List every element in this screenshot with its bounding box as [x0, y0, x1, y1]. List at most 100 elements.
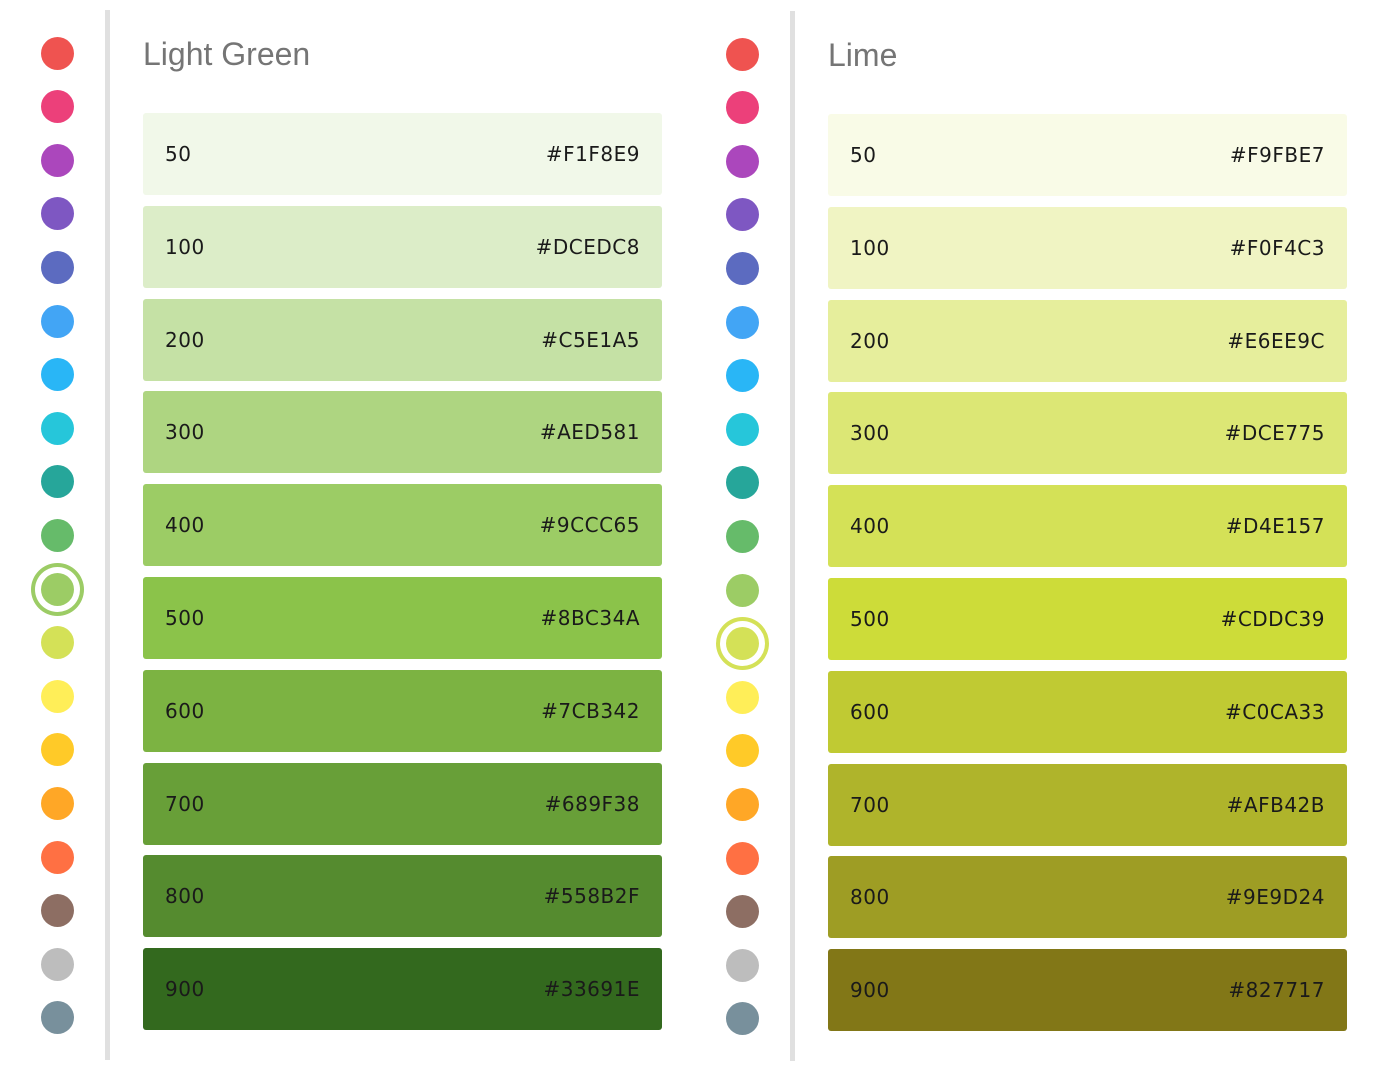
- color-dot[interactable]: [725, 841, 759, 875]
- color-dot[interactable]: [40, 626, 74, 660]
- color-dot[interactable]: [40, 518, 74, 552]
- hex-value: #D4E157: [1225, 514, 1325, 539]
- shade-label: 700: [850, 792, 890, 817]
- color-dot[interactable]: [40, 786, 74, 820]
- hex-value: #C0CA33: [1224, 699, 1325, 724]
- color-dot[interactable]: [725, 519, 759, 553]
- color-swatch[interactable]: 900 #33691E: [143, 948, 662, 1031]
- hex-value: #689F38: [544, 791, 640, 816]
- light-green-panel: Light Green 50 #F1F8E9 100 #DCEDC8 200 #C5E1A…: [0, 0, 690, 1070]
- hex-value: #7CB342: [541, 698, 640, 723]
- hex-value: #AFB42B: [1226, 792, 1325, 817]
- shade-label: 800: [850, 885, 890, 910]
- color-dot[interactable]: [40, 679, 74, 713]
- color-dot[interactable]: [725, 895, 759, 929]
- hex-value: #9CCC65: [539, 513, 640, 538]
- divider: [790, 11, 795, 1061]
- color-dot[interactable]: [40, 894, 74, 928]
- hex-value: #E6EE9C: [1227, 328, 1325, 353]
- shade-label: 800: [165, 884, 205, 909]
- shade-label: 400: [850, 514, 890, 539]
- shade-label: 300: [165, 420, 205, 445]
- color-dot[interactable]: [40, 411, 74, 445]
- hex-value: #DCEDC8: [535, 234, 640, 259]
- shade-label: 900: [850, 978, 890, 1003]
- hex-value: #9E9D24: [1225, 885, 1325, 910]
- hex-value: #CDDC39: [1220, 607, 1325, 631]
- shade-label: 200: [165, 327, 205, 352]
- color-dot[interactable]: [725, 198, 759, 232]
- color-dot[interactable]: [725, 573, 759, 607]
- color-swatch[interactable]: 700 #AFB42B: [828, 763, 1347, 846]
- color-dot[interactable]: [725, 1002, 759, 1036]
- color-swatch[interactable]: 100 #DCEDC8: [143, 205, 662, 288]
- color-dot[interactable]: [40, 1001, 74, 1035]
- color-dot[interactable]: [725, 466, 759, 500]
- shade-label: 900: [165, 977, 205, 1002]
- color-dot[interactable]: [40, 36, 74, 70]
- palette-title: Light Green: [143, 36, 311, 72]
- color-dot[interactable]: [725, 37, 759, 71]
- hex-value: #558B2F: [543, 884, 640, 909]
- color-swatch[interactable]: 600 #7CB342: [143, 669, 662, 752]
- color-dot[interactable]: [725, 251, 759, 285]
- color-dot[interactable]: [725, 680, 759, 714]
- color-dot[interactable]: [40, 840, 74, 874]
- color-dot[interactable]: [725, 305, 759, 339]
- color-picker-dots: [0, 0, 110, 1070]
- color-swatch[interactable]: 400 #D4E157: [828, 485, 1347, 568]
- color-swatch[interactable]: 300 #DCE775: [828, 392, 1347, 475]
- color-swatch[interactable]: 500 #8BC34A: [143, 577, 662, 659]
- color-swatch[interactable]: 600 #C0CA33: [828, 670, 1347, 753]
- color-dot[interactable]: [40, 572, 74, 606]
- shade-label: 100: [850, 235, 890, 260]
- color-dot[interactable]: [725, 734, 759, 768]
- shade-label: 500: [165, 606, 205, 630]
- color-swatch[interactable]: 500 #CDDC39: [828, 578, 1347, 660]
- color-dot[interactable]: [725, 144, 759, 178]
- shade-label: 600: [165, 698, 205, 723]
- shade-label: 600: [850, 699, 890, 724]
- color-dot[interactable]: [40, 250, 74, 284]
- shade-label: 50: [165, 142, 192, 166]
- color-swatch[interactable]: 200 #E6EE9C: [828, 299, 1347, 382]
- color-swatch[interactable]: 800 #558B2F: [143, 855, 662, 938]
- color-swatch[interactable]: 50 #F1F8E9: [143, 113, 662, 195]
- color-dot[interactable]: [725, 91, 759, 125]
- color-dot[interactable]: [40, 358, 74, 392]
- color-dot[interactable]: [40, 465, 74, 499]
- color-swatch[interactable]: 800 #9E9D24: [828, 856, 1347, 939]
- color-dot[interactable]: [40, 733, 74, 767]
- color-dot[interactable]: [725, 787, 759, 821]
- color-dot[interactable]: [725, 359, 759, 393]
- hex-value: #F9FBE7: [1229, 143, 1325, 167]
- color-dot[interactable]: [40, 143, 74, 177]
- color-swatch[interactable]: 900 #827717: [828, 949, 1347, 1032]
- color-swatch[interactable]: 700 #689F38: [143, 762, 662, 845]
- color-swatch[interactable]: 400 #9CCC65: [143, 484, 662, 567]
- color-swatch[interactable]: 50 #F9FBE7: [828, 114, 1347, 196]
- palette-title: Lime: [828, 37, 898, 73]
- color-dot[interactable]: [725, 948, 759, 982]
- color-dot[interactable]: [40, 304, 74, 338]
- color-dot[interactable]: [40, 90, 74, 124]
- shade-label: 500: [850, 607, 890, 631]
- color-dot[interactable]: [40, 197, 74, 231]
- color-swatch[interactable]: 200 #C5E1A5: [143, 298, 662, 381]
- shade-label: 50: [850, 143, 877, 167]
- shade-label: 700: [165, 791, 205, 816]
- hex-value: #F1F8E9: [545, 142, 640, 166]
- color-swatch[interactable]: 100 #F0F4C3: [828, 206, 1347, 289]
- shade-label: 300: [850, 421, 890, 446]
- divider: [105, 10, 110, 1060]
- shade-label: 400: [165, 513, 205, 538]
- color-swatch[interactable]: 300 #AED581: [143, 391, 662, 474]
- color-picker-dots: [685, 1, 795, 1071]
- color-dot[interactable]: [725, 627, 759, 661]
- shade-label: 200: [850, 328, 890, 353]
- hex-value: #C5E1A5: [541, 327, 640, 352]
- hex-value: #8BC34A: [540, 606, 640, 630]
- color-dot[interactable]: [40, 947, 74, 981]
- shade-label: 100: [165, 234, 205, 259]
- color-dot[interactable]: [725, 412, 759, 446]
